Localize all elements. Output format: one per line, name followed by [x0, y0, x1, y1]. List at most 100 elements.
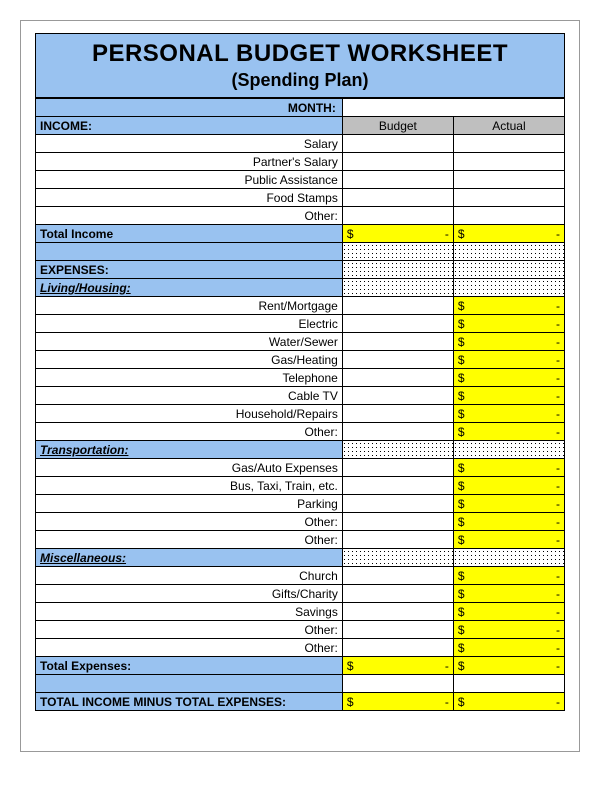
misc-actual: $-: [453, 603, 564, 621]
spacer: [453, 549, 564, 567]
income-actual-input[interactable]: [453, 135, 564, 153]
income-item-label: Food Stamps: [36, 189, 343, 207]
misc-budget-input[interactable]: [342, 603, 453, 621]
misc-budget-input[interactable]: [342, 639, 453, 657]
living-budget-input[interactable]: [342, 333, 453, 351]
living-budget-input[interactable]: [342, 405, 453, 423]
income-budget-input[interactable]: [342, 153, 453, 171]
col-budget-header: Budget: [342, 117, 453, 135]
total-expenses-label: Total Expenses:: [36, 657, 343, 675]
living-budget-input[interactable]: [342, 423, 453, 441]
transportation-budget-input[interactable]: [342, 459, 453, 477]
transportation-item-label: Other:: [36, 531, 343, 549]
living-item-label: Gas/Heating: [36, 351, 343, 369]
transportation-budget-input[interactable]: [342, 477, 453, 495]
misc-item-label: Other:: [36, 639, 343, 657]
month-input[interactable]: [342, 99, 564, 117]
misc-budget-input[interactable]: [342, 585, 453, 603]
misc-budget-input[interactable]: [342, 567, 453, 585]
transportation-item-label: Gas/Auto Expenses: [36, 459, 343, 477]
misc-actual: $-: [453, 621, 564, 639]
spacer: [342, 261, 453, 279]
living-budget-input[interactable]: [342, 387, 453, 405]
living-budget-input[interactable]: [342, 351, 453, 369]
income-item-label: Other:: [36, 207, 343, 225]
misc-actual: $-: [453, 639, 564, 657]
budget-table: MONTH:INCOME:BudgetActualSalaryPartner's…: [35, 98, 565, 711]
transportation-budget-input[interactable]: [342, 531, 453, 549]
transportation-header: Transportation:: [36, 441, 343, 459]
transportation-item-label: Parking: [36, 495, 343, 513]
living-budget-input[interactable]: [342, 315, 453, 333]
net-label: TOTAL INCOME MINUS TOTAL EXPENSES:: [36, 693, 343, 711]
living-budget-input[interactable]: [342, 297, 453, 315]
transportation-actual: $-: [453, 513, 564, 531]
total-income-label: Total Income: [36, 225, 343, 243]
spacer: [342, 243, 453, 261]
income-budget-input[interactable]: [342, 171, 453, 189]
net-actual: $-: [453, 693, 564, 711]
misc-budget-input[interactable]: [342, 621, 453, 639]
living-actual: $-: [453, 387, 564, 405]
misc-item-label: Savings: [36, 603, 343, 621]
transportation-budget-input[interactable]: [342, 495, 453, 513]
spacer: [453, 261, 564, 279]
misc-item-label: Gifts/Charity: [36, 585, 343, 603]
misc-item-label: Church: [36, 567, 343, 585]
living-actual: $-: [453, 315, 564, 333]
living-header: Living/Housing:: [36, 279, 343, 297]
transportation-budget-input[interactable]: [342, 513, 453, 531]
spacer: [36, 243, 343, 261]
spacer: [342, 441, 453, 459]
transportation-actual: $-: [453, 495, 564, 513]
living-item-label: Electric: [36, 315, 343, 333]
worksheet-subtitle: (Spending Plan): [36, 70, 564, 98]
worksheet-title: PERSONAL BUDGET WORKSHEET: [36, 34, 564, 70]
misc-actual: $-: [453, 567, 564, 585]
spacer: [453, 243, 564, 261]
worksheet-container: PERSONAL BUDGET WORKSHEET (Spending Plan…: [20, 20, 580, 752]
living-actual: $-: [453, 423, 564, 441]
income-actual-input[interactable]: [453, 153, 564, 171]
spacer: [342, 279, 453, 297]
total-expenses-budget: $-: [342, 657, 453, 675]
spacer: [453, 441, 564, 459]
spacer: [453, 279, 564, 297]
income-budget-input[interactable]: [342, 135, 453, 153]
transportation-actual: $-: [453, 477, 564, 495]
total-expenses-actual: $-: [453, 657, 564, 675]
spacer: [342, 549, 453, 567]
transportation-item-label: Other:: [36, 513, 343, 531]
net-budget: $-: [342, 693, 453, 711]
spacer: [342, 675, 453, 693]
living-actual: $-: [453, 405, 564, 423]
living-actual: $-: [453, 369, 564, 387]
living-item-label: Household/Repairs: [36, 405, 343, 423]
living-actual: $-: [453, 333, 564, 351]
expenses-header: EXPENSES:: [36, 261, 343, 279]
month-label: MONTH:: [36, 99, 343, 117]
income-actual-input[interactable]: [453, 171, 564, 189]
income-header: INCOME:: [36, 117, 343, 135]
living-actual: $-: [453, 351, 564, 369]
transportation-item-label: Bus, Taxi, Train, etc.: [36, 477, 343, 495]
living-item-label: Cable TV: [36, 387, 343, 405]
living-item-label: Telephone: [36, 369, 343, 387]
living-item-label: Water/Sewer: [36, 333, 343, 351]
living-actual: $-: [453, 297, 564, 315]
total-income-actual: $-: [453, 225, 564, 243]
income-budget-input[interactable]: [342, 189, 453, 207]
income-actual-input[interactable]: [453, 207, 564, 225]
living-item-label: Other:: [36, 423, 343, 441]
misc-item-label: Other:: [36, 621, 343, 639]
transportation-actual: $-: [453, 531, 564, 549]
living-budget-input[interactable]: [342, 369, 453, 387]
income-actual-input[interactable]: [453, 189, 564, 207]
misc-actual: $-: [453, 585, 564, 603]
transportation-actual: $-: [453, 459, 564, 477]
miscellaneous-header: Miscellaneous:: [36, 549, 343, 567]
income-item-label: Salary: [36, 135, 343, 153]
spacer: [453, 675, 564, 693]
income-item-label: Partner's Salary: [36, 153, 343, 171]
income-budget-input[interactable]: [342, 207, 453, 225]
